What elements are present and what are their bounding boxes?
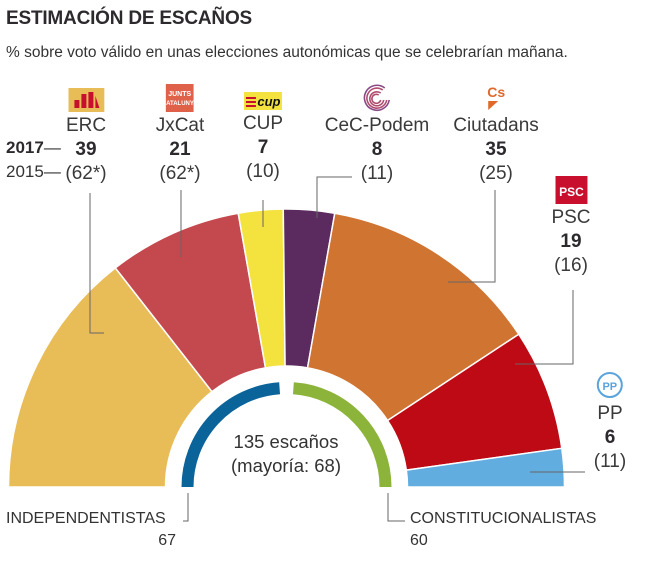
party-seats: 39 [75, 139, 97, 160]
party-label-psc: PSC PSC 19 (16) [551, 176, 591, 278]
bloc-label-constitucionalistas: CONSTITUCIONALISTAS 60 [410, 508, 596, 552]
leader-line-erc [89, 193, 104, 334]
leader-line-constitucionalistas [387, 493, 405, 522]
leader-line-ciutadans [448, 190, 496, 283]
party-name: CeC-Podem [324, 115, 430, 136]
svg-text:Cs: Cs [487, 84, 505, 100]
leader-line-cec-podem [316, 176, 352, 218]
party-name: CUP [242, 113, 284, 134]
party-seats-2015: (11) [593, 451, 627, 472]
leader-line-psc [515, 290, 574, 365]
center-total-label: 135 escaños (mayoría: 68) [231, 430, 341, 478]
party-seats-2015: (62*) [159, 163, 201, 184]
party-seats: 6 [604, 427, 616, 448]
psc-logo-icon: PSC [554, 176, 587, 204]
svg-text:PP: PP [603, 381, 618, 393]
party-name: PP [597, 403, 623, 424]
party-label-ciutadans: Cs Ciutadans 35 (25) [453, 84, 539, 186]
erc-logo-icon [68, 88, 104, 112]
party-seats-2015: (62*) [65, 163, 107, 184]
chart-subtitle: % sobre voto válido en unas elecciones a… [6, 44, 568, 61]
party-seats-2015: (10) [246, 161, 280, 182]
pp-logo-icon: PP [596, 372, 623, 398]
majority-label: (mayoría: 68) [230, 455, 342, 476]
party-name: PSC [551, 207, 591, 228]
party-name: ERC [65, 115, 107, 136]
bloc-seats: 60 [410, 532, 428, 549]
seat-slice-pp [405, 447, 566, 488]
seat-slice-erc [7, 266, 214, 488]
chart-title: ESTIMACIÓN DE ESCAÑOS [6, 8, 252, 29]
party-seats: 21 [169, 139, 191, 160]
total-seats-label: 135 escaños [233, 431, 339, 452]
cup-logo-icon: cup [244, 92, 282, 110]
party-label-jxcat: JUNTS CATALUNYA JxCat 21 (62*) [155, 84, 205, 186]
bloc-arc-constitucionalistas [292, 382, 392, 488]
party-name: JxCat [155, 115, 205, 136]
year-current-label: 2017— [6, 138, 61, 157]
bloc-name: INDEPENDENTISTAS [6, 510, 166, 527]
svg-text:cup: cup [257, 94, 280, 109]
year-previous-label: 2015— [6, 162, 61, 181]
bloc-label-independentistas: INDEPENDENTISTAS 67 [6, 508, 176, 552]
party-label-erc: ERC 39 (62*) [65, 88, 107, 186]
party-seats: 8 [371, 139, 383, 160]
party-label-cec-podem: CeC-Podem 8 (11) [324, 84, 430, 186]
party-seats: 7 [257, 137, 269, 158]
party-seats-2015: (25) [479, 163, 513, 184]
bloc-seats: 67 [158, 532, 176, 549]
party-seats-2015: (11) [360, 163, 394, 184]
ciutadans-logo-icon: Cs [487, 84, 505, 110]
party-label-pp: PP PP 6 (11) [594, 370, 626, 474]
bloc-arc-independentistas [181, 382, 281, 488]
jxcat-logo-icon: JUNTS CATALUNYA [165, 84, 194, 112]
party-seats: 19 [560, 231, 582, 252]
party-seats: 35 [485, 139, 507, 160]
svg-text:PSC: PSC [559, 185, 584, 199]
leader-line-independentistas [183, 493, 189, 522]
party-label-cup: cup CUP 7 (10) [243, 92, 283, 184]
party-seats-2015: (16) [554, 255, 588, 276]
svg-text:JUNTS: JUNTS [169, 91, 192, 98]
cec-podem-logo-icon [363, 84, 391, 112]
party-name: Ciutadans [453, 115, 539, 136]
svg-text:CATALUNYA: CATALUNYA [166, 101, 194, 107]
bloc-name: CONSTITUCIONALISTAS [410, 510, 597, 527]
